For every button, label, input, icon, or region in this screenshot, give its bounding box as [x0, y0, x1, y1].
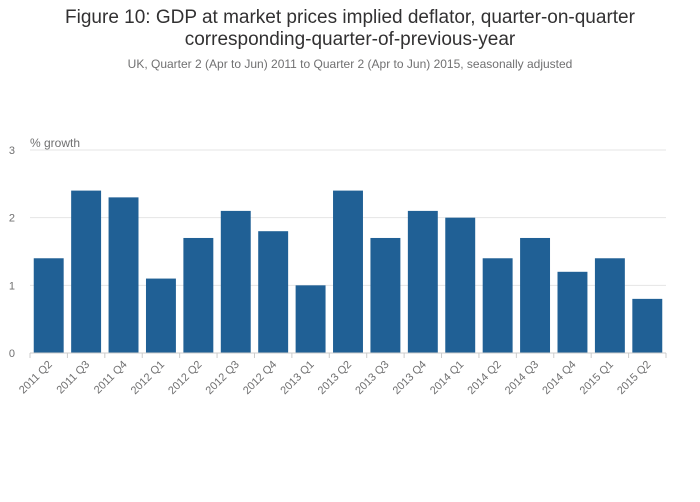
chart-title-line-2: corresponding-quarter-of-previous-year [184, 29, 516, 50]
chart-subtitle: UK, Quarter 2 (Apr to Jun) 2011 to Quart… [127, 57, 573, 71]
y-axis-label: % growth [30, 136, 80, 150]
x-tick-label: 2013 Q4 [391, 359, 429, 397]
x-tick-label: 2012 Q2 [166, 359, 204, 397]
bar [333, 190, 363, 353]
bar [220, 210, 251, 353]
y-tick-label: 3 [9, 145, 15, 157]
x-tick-label: 2012 Q4 [241, 359, 279, 397]
x-tick-label: 2013 Q1 [278, 359, 316, 397]
bars [33, 190, 663, 353]
bar [557, 271, 588, 353]
bar [71, 190, 102, 353]
x-tick-label: 2011 Q2 [17, 359, 55, 397]
x-tick-label: 2014 Q3 [503, 359, 541, 397]
x-tick-label: 2012 Q1 [129, 359, 167, 397]
x-tick-label: 2013 Q2 [316, 359, 354, 397]
x-tick-label: 2014 Q2 [465, 359, 503, 397]
bar [520, 237, 551, 353]
x-tick-label: 2014 Q4 [540, 359, 578, 397]
bar [370, 237, 401, 353]
x-tick-label: 2015 Q1 [578, 359, 616, 397]
y-tick-label: 0 [9, 348, 15, 360]
bar [482, 258, 513, 353]
x-tick-label: 2015 Q2 [615, 359, 653, 397]
bar [407, 210, 438, 353]
bar [632, 298, 663, 353]
bar [594, 258, 625, 353]
bar [108, 197, 139, 353]
bar [183, 237, 214, 353]
x-tick-label: 2014 Q1 [428, 359, 466, 397]
bar [258, 231, 289, 353]
y-tick-label: 1 [9, 280, 15, 292]
x-tick-label: 2011 Q4 [92, 359, 130, 397]
bar [145, 278, 176, 353]
bar [295, 285, 326, 353]
x-tick-label: 2012 Q3 [204, 359, 242, 397]
y-tick-label: 2 [9, 213, 15, 225]
x-tick-label: 2013 Q3 [353, 359, 391, 397]
bar [445, 217, 476, 353]
x-tick-label: 2011 Q3 [54, 359, 92, 397]
chart-title-line-1: Figure 10: GDP at market prices implied … [65, 7, 635, 28]
bar [33, 258, 64, 353]
